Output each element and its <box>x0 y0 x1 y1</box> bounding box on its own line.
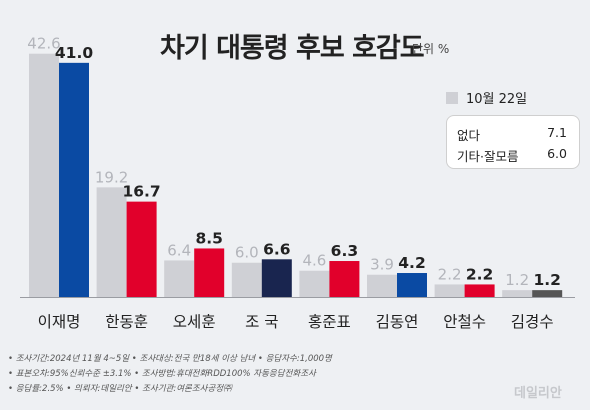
data-label-previous: 6.4 <box>167 241 191 259</box>
note-row-other: 기타·잘모름 6.0 <box>457 146 567 165</box>
unit-label: 단위 % <box>412 42 450 56</box>
data-label-previous: 2.2 <box>438 265 462 283</box>
data-label-previous: 19.2 <box>95 168 128 186</box>
data-label-current: 8.5 <box>195 229 222 247</box>
data-label-current: 6.3 <box>331 242 358 260</box>
note-value: 6.0 <box>547 146 567 161</box>
chart-title: 차기 대통령 후보 호감도 <box>160 33 425 64</box>
bar-previous <box>299 270 330 297</box>
data-label-previous: 4.6 <box>302 252 326 270</box>
bar-current <box>532 290 563 297</box>
category-label: 김동연 <box>376 313 419 331</box>
category-label: 오세훈 <box>173 313 216 331</box>
data-label-current: 2.2 <box>466 265 493 283</box>
legend-swatch <box>446 91 458 104</box>
category-label: 안철수 <box>443 313 486 331</box>
note-label: 없다 <box>457 128 481 143</box>
category-label: 김경수 <box>511 313 554 331</box>
category-label: 이재명 <box>38 313 81 331</box>
data-label-previous: 3.9 <box>370 256 394 274</box>
bar-current <box>329 261 360 297</box>
footnote: • 조사기간:2024년 11월 4~5일 • 조사대상:전국 만18세 이상 … <box>8 354 332 364</box>
bar-current <box>126 201 157 297</box>
bar-previous <box>164 260 195 297</box>
data-label-previous: 6.0 <box>235 244 259 262</box>
category-label: 홍준표 <box>308 313 351 331</box>
note-label: 기타·잘모름 <box>457 149 519 164</box>
watermark-logo: 데일리안 <box>514 386 562 401</box>
footnote: • 응답률:2.5% • 의뢰자:데일리안 • 조사기관:여론조사공정㈜ <box>8 384 232 394</box>
bar-previous <box>367 274 397 297</box>
data-label-previous: 1.2 <box>505 271 529 289</box>
category-label: 한동훈 <box>105 313 148 331</box>
data-label-previous: 42.6 <box>27 35 60 53</box>
bar-previous <box>502 290 533 297</box>
footnote: • 표본오차:95%신뢰수준 ±3.1% • 조사방법:휴대전화RDD100% … <box>8 369 316 379</box>
bar-current <box>464 284 495 297</box>
data-label-current: 6.6 <box>263 240 290 258</box>
bar-previous <box>29 53 59 297</box>
note-value: 7.1 <box>547 125 567 140</box>
data-label-current: 16.7 <box>122 183 160 201</box>
data-label-current: 1.2 <box>533 271 560 289</box>
bar-current <box>397 273 427 297</box>
legend: 10월 22일 <box>446 88 527 107</box>
bar-current <box>261 259 292 297</box>
bar-current <box>59 62 89 297</box>
bar-current <box>194 248 225 297</box>
bar-previous <box>96 187 127 297</box>
note-row-none: 없다 7.1 <box>457 125 567 144</box>
other-responses-box: 없다 7.1 기타·잘모름 6.0 <box>446 115 580 169</box>
category-label: 조 국 <box>245 313 278 331</box>
legend-label: 10월 22일 <box>466 92 528 107</box>
data-label-current: 41.0 <box>55 44 93 62</box>
bar-previous <box>231 262 262 297</box>
data-label-current: 4.2 <box>398 254 425 272</box>
bar-previous <box>434 284 465 297</box>
